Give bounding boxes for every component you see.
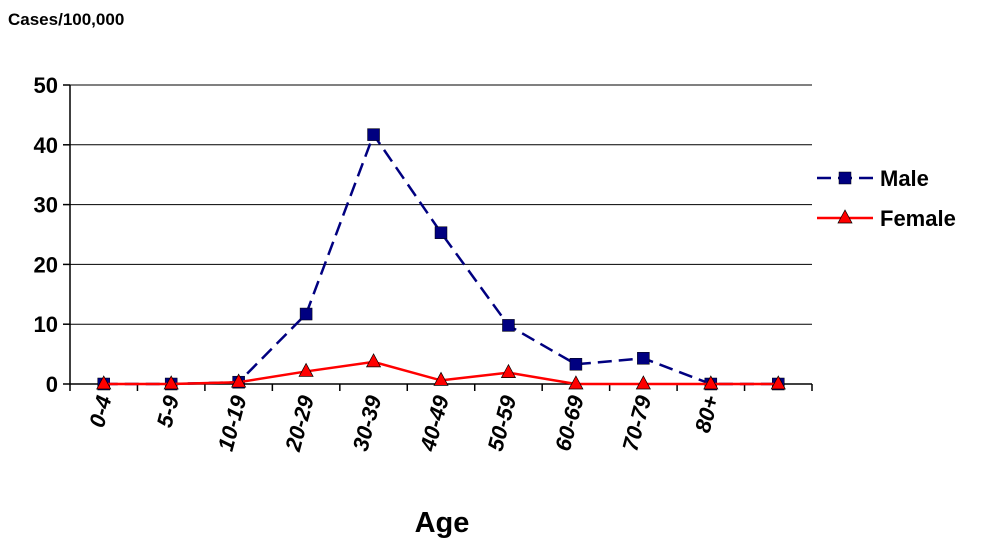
- y-tick-label: 40: [34, 133, 58, 158]
- y-tick-label: 30: [34, 193, 58, 218]
- data-point: [502, 319, 515, 332]
- series-male: [97, 128, 785, 391]
- x-tick-label: 70-79: [617, 392, 656, 454]
- data-point: [365, 353, 382, 368]
- data-point: [231, 373, 247, 388]
- legend: Male Female: [817, 166, 956, 231]
- legend-marker: [838, 171, 852, 185]
- x-tick-label: 80+: [690, 393, 724, 436]
- data-point: [298, 362, 314, 377]
- y-axis-title: Cases/100,000: [8, 10, 124, 29]
- series-female: [96, 353, 786, 390]
- x-tick-label: 40-49: [415, 392, 454, 455]
- x-tick-label: 10-19: [213, 392, 252, 454]
- x-tick-label: 0-4: [84, 393, 116, 430]
- y-tick-label: 50: [34, 73, 58, 98]
- x-tick-label: 50-59: [483, 392, 522, 454]
- data-point: [367, 128, 380, 141]
- series-line: [103, 131, 779, 386]
- y-tick-label: 10: [34, 312, 58, 337]
- data-point: [770, 375, 786, 390]
- x-tick-label: 60-69: [550, 392, 589, 454]
- legend-label: Female: [880, 206, 956, 231]
- series: [96, 128, 786, 391]
- x-axis-title: Age: [415, 507, 470, 539]
- data-point: [500, 363, 517, 378]
- x-tick-label: 20-29: [280, 392, 319, 455]
- data-point: [703, 375, 719, 390]
- x-tick-label: 30-39: [348, 392, 387, 454]
- data-point: [96, 375, 112, 390]
- y-tick-label: 20: [34, 252, 58, 277]
- data-point: [569, 358, 583, 371]
- legend-label: Male: [880, 166, 929, 191]
- data-point: [433, 371, 449, 386]
- data-point: [299, 307, 313, 321]
- legend-item-female: Female: [817, 206, 956, 231]
- y-axis-ticks: 0 10 20 30 40 50: [34, 73, 70, 397]
- legend-marker: [837, 209, 853, 224]
- data-point: [635, 375, 651, 390]
- legend-item-male: Male: [817, 166, 929, 191]
- y-tick-label: 0: [46, 372, 58, 397]
- x-tick-label: 5-9: [152, 392, 185, 430]
- data-point: [637, 352, 650, 365]
- data-point: [163, 375, 179, 390]
- data-point: [568, 375, 584, 390]
- gridlines: [70, 84, 812, 325]
- x-axis-ticks: 0-4 5-9 10-19 20-29 30-39 40-49 50-59 60-69 70-7…: [69, 384, 813, 455]
- data-point: [434, 226, 448, 239]
